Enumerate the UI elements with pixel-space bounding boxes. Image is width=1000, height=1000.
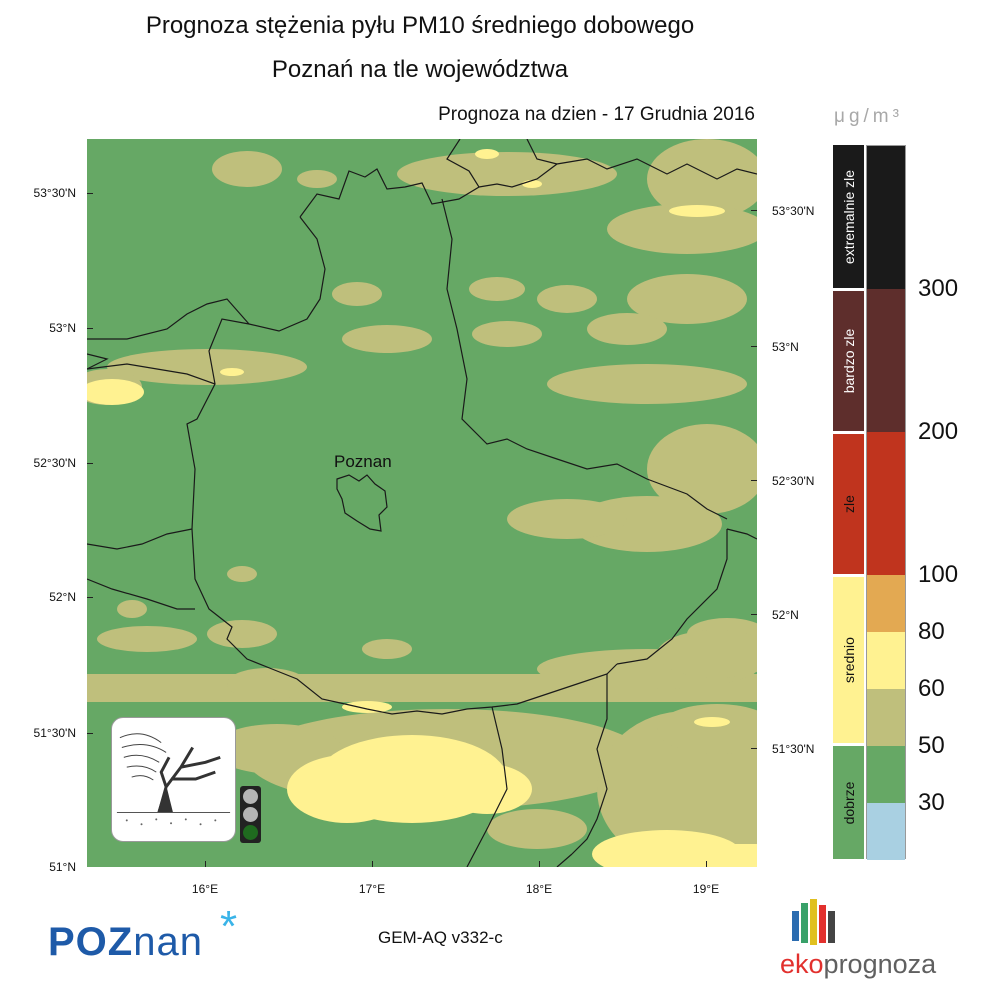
lat-label-left: 52°30'N bbox=[33, 456, 76, 470]
lon-label: 16°E bbox=[191, 882, 219, 896]
legend-band bbox=[867, 575, 905, 632]
legend-category: extremalnie zle bbox=[833, 145, 864, 288]
legend-threshold: 100 bbox=[918, 561, 959, 588]
legend-color-scale bbox=[866, 145, 906, 860]
legend-band bbox=[867, 746, 905, 803]
legend-threshold: 300 bbox=[918, 275, 959, 302]
color-bars-logo-icon bbox=[792, 899, 835, 945]
city-border bbox=[336, 474, 388, 532]
legend-threshold: 200 bbox=[918, 418, 959, 445]
windy-tree-icon bbox=[111, 717, 236, 842]
legend-category: dobrze bbox=[833, 746, 864, 859]
legend-band bbox=[867, 432, 905, 575]
legend-category: bardzo zle bbox=[833, 291, 864, 431]
traffic-light-icon bbox=[240, 786, 261, 843]
forecast-date: Prognoza na dzien - 17 Grudnia 2016 bbox=[438, 104, 755, 125]
legend-band bbox=[867, 146, 905, 289]
lon-label: 19°E bbox=[692, 882, 720, 896]
lat-label-left: 52°N bbox=[49, 590, 76, 604]
map-title: Prognoza stężenia pyłu PM10 średniego do… bbox=[145, 12, 695, 39]
lon-label: 17°E bbox=[358, 882, 386, 896]
legend-category: srednio bbox=[833, 577, 864, 743]
asterisk-logo-icon: * bbox=[220, 902, 238, 951]
lat-label-left: 51°30'N bbox=[33, 726, 76, 740]
lat-label-left: 53°N bbox=[49, 321, 76, 335]
lat-label-left: 53°30'N bbox=[33, 186, 76, 200]
city-label: Poznan bbox=[334, 452, 392, 471]
legend-threshold: 80 bbox=[918, 618, 945, 645]
lat-label-right: 53°30'N bbox=[772, 204, 815, 218]
lat-label-right: 53°N bbox=[772, 340, 799, 354]
legend-band bbox=[867, 289, 905, 432]
region-borders bbox=[87, 139, 757, 867]
lat-label-left: 51°N bbox=[49, 860, 76, 874]
unit-label: μg/m³ bbox=[834, 106, 903, 127]
legend-band bbox=[867, 803, 905, 860]
lat-label-right: 51°30'N bbox=[772, 742, 815, 756]
legend-threshold: 50 bbox=[918, 732, 945, 759]
legend-threshold: 30 bbox=[918, 789, 945, 816]
model-label: GEM-AQ v332-c bbox=[378, 928, 503, 947]
map-zone-60-80 bbox=[87, 149, 757, 867]
lon-label: 18°E bbox=[525, 882, 553, 896]
map-subtitle: Poznań na tle województwa bbox=[271, 56, 569, 83]
legend-band bbox=[867, 632, 905, 689]
lat-label-right: 52°N bbox=[772, 608, 799, 622]
lat-label-right: 52°30'N bbox=[772, 474, 815, 488]
legend-band bbox=[867, 689, 905, 746]
legend-categories: extremalnie zle bardzo zle zle srednio d… bbox=[833, 145, 864, 859]
legend-threshold: 60 bbox=[918, 675, 945, 702]
ekoprognoza-logo: ekoprognoza bbox=[780, 897, 965, 982]
legend-category: zle bbox=[833, 434, 864, 574]
